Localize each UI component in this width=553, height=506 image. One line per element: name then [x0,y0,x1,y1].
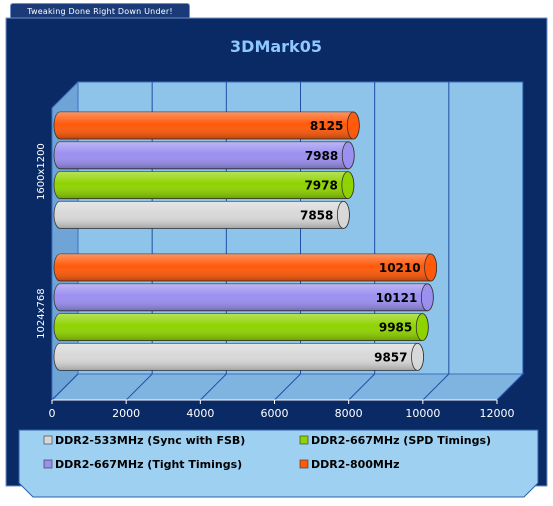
bar-value-label: 9857 [374,350,407,364]
floor-gridline [125,373,153,401]
legend-label: DDR2-667MHz (Tight Timings) [55,458,242,471]
floor-gridline [274,373,301,401]
legend-swatch [299,435,309,445]
bar-value-label: 7978 [304,179,337,193]
legend-label: DDR2-667MHz (SPD Timings) [311,434,491,447]
bar-end-cap [411,342,424,371]
legend-box [18,429,539,498]
category-label: 1024x768 [36,288,47,338]
bar [53,283,434,312]
bar-end-cap [341,171,355,200]
bar-value-label: 8125 [310,119,343,133]
bar-value-label: 9985 [379,321,412,335]
x-tick-label: 12000 [480,407,515,420]
legend-swatch [43,435,53,445]
bar-shading [54,283,434,311]
x-tick-label: 4000 [186,407,214,420]
floor-gridline [496,373,524,401]
bar-shading [54,171,354,199]
bar [53,342,424,371]
bar-end-cap [420,283,434,312]
bar-shading [54,112,360,139]
legend-swatch [43,459,53,469]
x-tick-label: 8000 [335,407,363,420]
site-tagline: Tweaking Done Right Down Under! [10,3,190,19]
bar [53,313,429,342]
x-tick-label: 2000 [112,407,140,420]
floor-gridline [348,373,376,401]
bar [53,111,360,140]
bar-end-cap [337,200,350,229]
bar [53,253,438,282]
x-tick-label: 0 [49,407,56,420]
bar-end-cap [415,313,429,342]
floor-gridline [51,373,79,401]
bar-shading [54,201,350,229]
bar [53,200,350,229]
legend-label: DDR2-800MHz [311,458,399,471]
bar-shading [54,141,355,169]
x-tick-label: 6000 [261,407,289,420]
bar [53,141,355,170]
bar-end-cap [341,141,355,170]
bar-shading [54,343,424,371]
bar [53,171,355,200]
x-tick-label: 10000 [405,407,440,420]
bar-shading [54,254,437,281]
legend-label: DDR2-533MHz (Sync with FSB) [55,434,245,447]
bar-end-cap [424,253,438,282]
floor-gridline [422,373,450,401]
category-label: 1600x1200 [36,143,47,200]
floor-gridline [199,373,227,401]
chart-title: 3DMark05 [230,37,322,56]
legend-swatch [299,459,309,469]
bar-value-label: 7858 [300,208,333,222]
bar-shading [54,313,429,341]
bar-value-label: 10121 [376,291,418,305]
bar-end-cap [346,111,360,140]
bar-value-label: 10210 [379,261,421,275]
bar-value-label: 7988 [305,149,338,163]
